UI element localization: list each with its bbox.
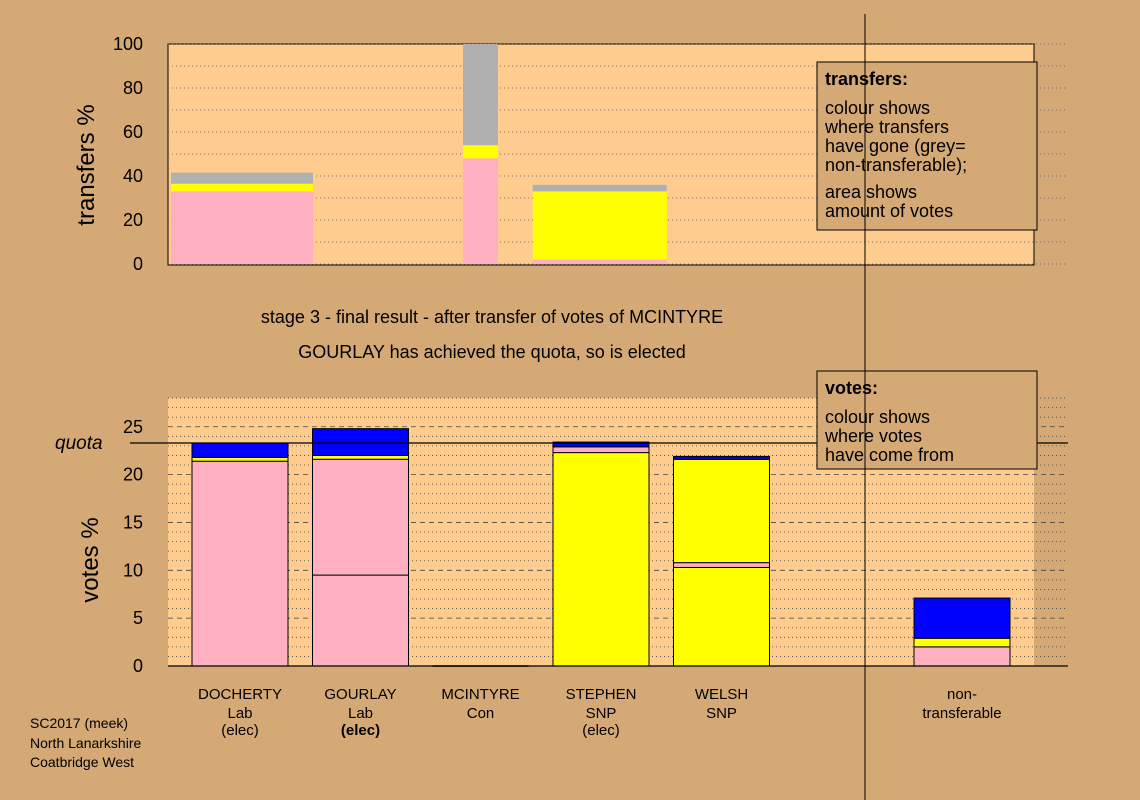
votes-bar-segment <box>913 646 1011 667</box>
candidate-status: (elec) <box>582 722 620 739</box>
votes-bar-segment <box>312 458 409 576</box>
votes-y-tick-label: 25 <box>123 417 143 437</box>
votes-y-tick-label: 15 <box>123 512 143 532</box>
transfers-y-tick-label: 100 <box>113 34 143 54</box>
transfers-legend-line: where transfers <box>824 117 949 137</box>
transfers-bar-segment <box>171 191 313 264</box>
votes-legend-line: have come from <box>825 445 954 465</box>
votes-legend: votes: colour shows where votes have com… <box>816 370 1038 470</box>
votes-bar-segment <box>312 574 409 667</box>
transfers-y-axis-label: transfers % <box>73 104 100 225</box>
candidate-name: DOCHERTY <box>198 686 282 703</box>
transfers-y-tick-label: 40 <box>123 166 143 186</box>
votes-bar-segment <box>913 637 1011 648</box>
votes-y-ticks: 0 5 10 15 20 25 <box>123 417 143 676</box>
transfers-legend-title: transfers: <box>825 69 908 89</box>
transfers-bar-segment <box>463 158 498 264</box>
candidate-name: MCINTYRE <box>441 686 519 703</box>
transfers-bar-segment <box>532 184 667 192</box>
transfers-bar-segment <box>532 191 667 260</box>
candidate-name: STEPHEN <box>566 686 637 703</box>
transfers-bar-segment <box>532 259 667 264</box>
candidate-party: Lab <box>227 705 252 722</box>
votes-y-tick-label: 0 <box>133 656 143 676</box>
footer: SC2017 (meek) North Lanarkshire Coatbrid… <box>30 715 141 770</box>
votes-bar-segment <box>191 460 289 667</box>
votes-bar-segment <box>191 442 289 458</box>
votes-bar-segment <box>552 446 650 454</box>
votes-legend-title: votes: <box>825 378 878 398</box>
transfers-y-tick-label: 0 <box>133 254 143 274</box>
transfers-legend-box <box>816 61 1038 231</box>
votes-legend-box <box>816 370 1038 470</box>
candidate-name: WELSH <box>695 686 748 703</box>
votes-legend-line: where votes <box>824 426 922 446</box>
candidate-party: SNP <box>706 705 737 722</box>
candidate-status: (elec) <box>341 722 380 739</box>
votes-bar-segment <box>913 597 1011 639</box>
votes-bar-segment <box>673 458 770 564</box>
transfers-bar-segment <box>463 44 498 146</box>
candidate-name: non- <box>947 686 977 703</box>
candidate-name: GOURLAY <box>324 686 396 703</box>
candidate-party: transferable <box>922 705 1001 722</box>
votes-bars <box>191 428 1011 667</box>
transfers-legend-line: colour shows <box>825 98 930 118</box>
votes-y-tick-label: 5 <box>133 608 143 628</box>
votes-bar-segment <box>673 455 770 460</box>
candidate-party: Lab <box>348 705 373 722</box>
stage-heading: stage 3 - final result - after transfer … <box>261 307 723 327</box>
transfers-legend: transfers: colour shows where transfers … <box>816 61 1038 231</box>
votes-y-tick-label: 10 <box>123 560 143 580</box>
result-heading: GOURLAY has achieved the quota, so is el… <box>298 342 686 362</box>
transfers-y-tick-label: 60 <box>123 122 143 142</box>
candidate-party: Con <box>467 705 495 722</box>
quota-label: quota <box>55 433 103 454</box>
votes-bar-segment <box>191 456 289 462</box>
transfers-bar-segment <box>171 183 313 192</box>
footer-line: Coatbridge West <box>30 754 134 770</box>
transfers-legend-line: amount of votes <box>825 201 953 221</box>
votes-legend-line: colour shows <box>825 407 930 427</box>
votes-bar-segment <box>312 454 409 460</box>
votes-bar-segment <box>552 441 650 448</box>
transfers-bar-segment <box>171 172 313 184</box>
footer-line: North Lanarkshire <box>30 735 141 751</box>
transfers-chart: 0 20 40 60 80 100 transfers % transfers: colo… <box>73 34 1068 274</box>
transfers-y-ticks: 0 20 40 60 80 100 <box>113 34 143 274</box>
transfers-bar-segment <box>463 145 498 159</box>
transfers-legend-line: non-transferable); <box>825 155 967 175</box>
votes-category-labels: DOCHERTYLab(elec)GOURLAYLab(elec)MCINTYR… <box>198 686 1002 739</box>
votes-bar-segment <box>552 452 650 667</box>
transfers-y-tick-label: 80 <box>123 78 143 98</box>
transfers-y-tick-label: 20 <box>123 210 143 230</box>
footer-line: SC2017 (meek) <box>30 715 128 731</box>
votes-bar-segment <box>673 566 770 667</box>
transfers-legend-line: area shows <box>825 182 917 202</box>
votes-y-tick-label: 20 <box>123 465 143 485</box>
candidate-party: SNP <box>586 705 617 722</box>
candidate-status: (elec) <box>221 722 259 739</box>
transfers-bars <box>171 44 667 264</box>
votes-y-axis-label: votes % <box>77 517 104 602</box>
transfers-legend-line: have gone (grey= <box>825 136 966 156</box>
votes-bar-segment <box>312 428 409 456</box>
votes-bar-segment <box>673 562 770 568</box>
